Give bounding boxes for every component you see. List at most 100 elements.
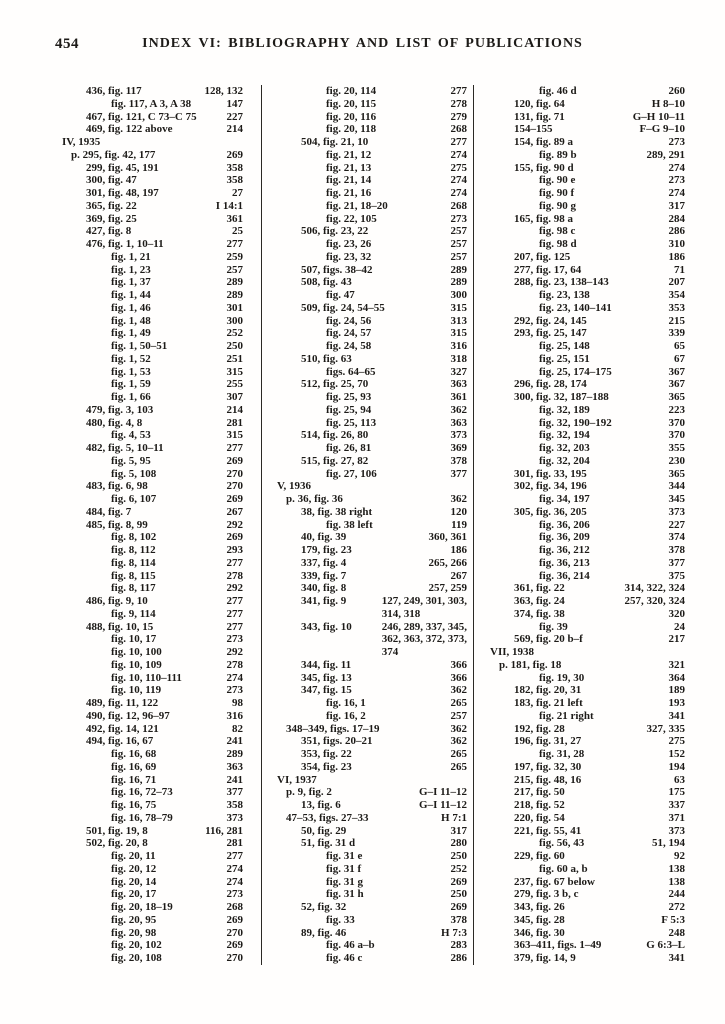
index-entry: 215, fig. 48, 16 63 — [490, 774, 685, 787]
entry-label: 302, fig. 34, 196 — [514, 480, 587, 493]
entry-pages: 337 — [668, 799, 686, 811]
entry-pages: 371 — [668, 811, 686, 824]
index-entry: 515, fig. 27, 82 378 — [277, 455, 467, 468]
entry-pages: 227 — [226, 110, 244, 123]
entry-label: fig. 47 — [326, 289, 355, 301]
entry-pages: 362 — [450, 722, 468, 735]
entry-pages: 277 — [226, 607, 244, 620]
entry-pages: 327, 335 — [646, 722, 686, 735]
entry-label: IV, 1935 — [62, 136, 101, 148]
index-entry: fig. 20, 98 270 — [62, 927, 243, 940]
entry-label: 89, fig. 46 — [301, 926, 347, 939]
entry-pages-line: 127, 249, 301, 303, — [381, 595, 467, 607]
entry-pages: 293 — [226, 544, 244, 556]
index-entry: fig. 8, 117 292 — [62, 582, 243, 595]
index-entry: fig. 20, 102 269 — [62, 939, 243, 952]
entry-pages: 265 — [450, 760, 468, 773]
entry-label: 300, fig. 47 — [86, 174, 137, 187]
index-entry: fig. 9, 114 277 — [62, 608, 243, 621]
entry-pages: 341 — [668, 952, 686, 964]
index-entry: 277, fig. 17, 64 71 — [490, 264, 685, 277]
entry-pages: 279 — [450, 110, 468, 123]
entry-label: fig. 19, 30 — [539, 671, 585, 684]
index-entry: 89, fig. 46 H 7:3 — [277, 927, 467, 940]
index-entry: fig. 98 c 286 — [490, 225, 685, 238]
index-entry: 217, fig. 50 175 — [490, 786, 685, 799]
index-entry: fig. 21, 13 275 — [277, 162, 467, 175]
index-entry: fig. 8, 102 269 — [62, 531, 243, 544]
index-entry: fig. 36, 214 375 — [490, 570, 685, 583]
entry-pages: 341 — [668, 709, 686, 722]
index-entry: 293, fig. 25, 147 339 — [490, 327, 685, 340]
entry-label: fig. 23, 138 — [539, 289, 590, 301]
index-entry: 337, fig. 4 265, 266 — [277, 557, 467, 570]
entry-pages: 286 — [450, 952, 468, 964]
entry-label: fig. 21 right — [539, 709, 594, 722]
entry-label: fig. 16, 2 — [326, 709, 366, 722]
entry-label: VI, 1937 — [277, 773, 317, 786]
entry-label: fig. 31 e — [326, 850, 363, 862]
index-entry: fig. 10, 119 273 — [62, 684, 243, 697]
entry-pages: 255 — [226, 378, 244, 391]
index-entry: 467, fig. 121, C 73–C 75 227 — [62, 111, 243, 124]
entry-label: fig. 20, 115 — [326, 97, 377, 110]
index-entry: fig. 31 f 252 — [277, 863, 467, 876]
entry-pages-line: 246, 289, 337, 345, — [381, 620, 467, 633]
entry-label: fig. 24, 56 — [326, 314, 372, 327]
entry-label: fig. 24, 57 — [326, 327, 372, 340]
entry-label: fig. 4, 53 — [111, 429, 151, 442]
entry-pages: 260 — [668, 85, 686, 97]
entry-pages: H 7:1 — [441, 811, 467, 824]
index-entry: 47–53, figs. 27–33 H 7:1 — [277, 812, 467, 825]
entry-pages: 274 — [226, 862, 244, 875]
entry-label: fig. 25, 113 — [326, 416, 377, 429]
entry-label: fig. 98 d — [539, 238, 577, 250]
entry-pages: 378 — [450, 454, 468, 467]
index-entry: 120, fig. 64 H 8–10 — [490, 98, 685, 111]
entry-pages: 284 — [668, 212, 686, 225]
entry-pages: 186 — [450, 544, 468, 556]
entry-pages: 363 — [450, 416, 468, 429]
entry-label: fig. 32, 190–192 — [539, 416, 612, 429]
index-column-1: 436, fig. 117 128, 132 fig. 117, A 3, A 38… — [62, 85, 243, 965]
index-entry: 52, fig. 32 269 — [277, 901, 467, 914]
index-entry: fig. 46 a–b 283 — [277, 939, 467, 952]
index-entry: fig. 36, 206 227 — [490, 519, 685, 532]
index-entry: fig. 1, 50–51 250 — [62, 340, 243, 353]
entry-pages: 230 — [668, 454, 686, 467]
entry-pages: 273 — [668, 136, 686, 148]
entry-pages: 289 — [226, 748, 244, 760]
entry-pages: 315 — [450, 327, 468, 340]
entry-label: fig. 1, 52 — [111, 352, 151, 365]
entry-pages: 207 — [668, 276, 686, 289]
index-entry: 154–155 F–G 9–10 — [490, 123, 685, 136]
entry-label: fig. 8, 115 — [111, 569, 156, 582]
entry-label: fig. 21, 16 — [326, 187, 372, 199]
entry-pages: 267 — [450, 569, 468, 582]
entry-pages: H 8–10 — [651, 97, 685, 110]
index-entry: 341, fig. 9 127, 249, 301, 303, 314, 318 — [277, 595, 467, 621]
entry-pages: 277 — [226, 620, 244, 633]
entry-label: fig. 25, 148 — [539, 340, 590, 352]
entry-label: 277, fig. 17, 64 — [514, 263, 582, 276]
index-entry: p. 36, fig. 36 362 — [277, 493, 467, 506]
index-entry: fig. 25, 94 362 — [277, 404, 467, 417]
entry-label: 369, fig. 25 — [86, 212, 137, 225]
entry-pages: 358 — [226, 799, 244, 811]
entry-pages: 270 — [226, 952, 244, 964]
index-entry: 183, fig. 21 left 193 — [490, 697, 685, 710]
index-entry: fig. 24, 57 315 — [277, 327, 467, 340]
index-entry: fig. 21, 16 274 — [277, 187, 467, 200]
entry-pages: 354 — [668, 289, 686, 301]
index-section-heading: VI, 1937 — [277, 774, 467, 787]
entry-pages: 344 — [668, 480, 686, 493]
entry-label: 13, fig. 6 — [301, 799, 341, 811]
index-section-heading: VII, 1938 — [490, 646, 685, 659]
index-entry: 347, fig. 15 362 — [277, 684, 467, 697]
entry-pages: 286 — [668, 225, 686, 238]
entry-pages: 353 — [668, 301, 686, 314]
index-entry: 237, fig. 67 below 138 — [490, 876, 685, 889]
index-entry: 506, fig. 23, 22 257 — [277, 225, 467, 238]
entry-pages: 277 — [450, 85, 468, 97]
entry-label: fig. 46 c — [326, 952, 363, 964]
